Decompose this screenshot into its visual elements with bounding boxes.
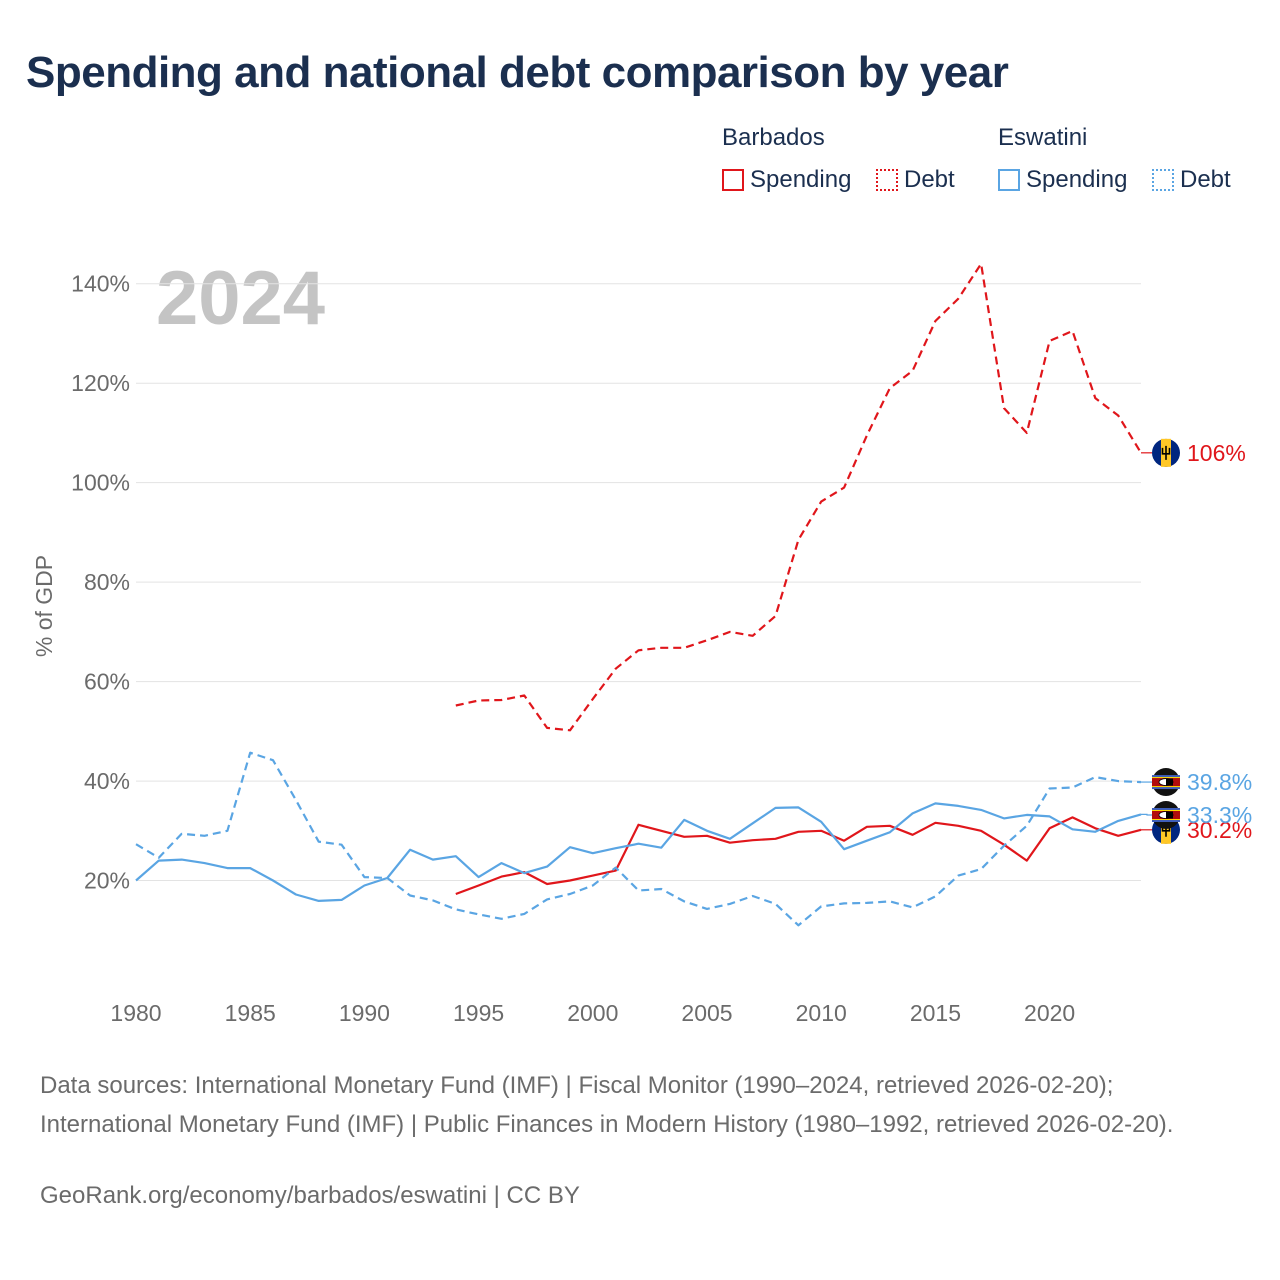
label-connector (1141, 813, 1152, 816)
end-labels: 106% 30.2% 39.8% 33.3% (1141, 438, 1252, 844)
grid (136, 283, 1141, 882)
legend-item-barbados-spending[interactable]: Spending (722, 166, 851, 194)
series-line-eswatini-debt[interactable] (135, 751, 1142, 927)
y-tick-label: 80% (84, 569, 130, 595)
legend-item-eswatini-debt[interactable]: Debt (1152, 166, 1231, 194)
chart-title: Spending and national debt comparison by… (26, 48, 1009, 97)
end-value-label: 33.3% (1187, 802, 1252, 828)
year-label: 2024 (156, 256, 325, 341)
y-tick-label: 100% (71, 470, 130, 496)
series-line-barbados-spending[interactable] (455, 816, 1142, 896)
series-line-barbados-debt[interactable] (455, 262, 1142, 732)
legend-item-label: Spending (1026, 166, 1128, 193)
x-tick-label: 2020 (1024, 1000, 1075, 1026)
flag-trident (1161, 445, 1171, 460)
y-tick-label: 120% (71, 370, 130, 396)
credit-link[interactable]: GeoRank.org/economy/barbados/eswatini | … (40, 1182, 580, 1209)
y-tick-label: 40% (84, 768, 130, 794)
x-tick-label: 1995 (453, 1000, 504, 1026)
line-chart: 2024 % of GDP 20% 40% 60% 80% 100% 120% 140% 1… (31, 256, 1252, 1026)
x-tick-label: 2005 (681, 1000, 732, 1026)
legend-swatch-dotted (1152, 169, 1174, 191)
x-tick-label: 2000 (567, 1000, 618, 1026)
y-tick-label: 60% (84, 669, 130, 695)
y-axis: 20% 40% 60% 80% 100% 120% 140% (71, 271, 130, 894)
y-tick-label: 140% (71, 271, 130, 297)
legend-item-label: Debt (1180, 166, 1231, 193)
legend-item-barbados-debt[interactable]: Debt (876, 166, 955, 194)
flag-shield (1166, 778, 1173, 786)
legend-swatch-solid (998, 169, 1020, 191)
end-value-label: 30.2% (1187, 817, 1252, 843)
legend-group-name: Barbados (722, 124, 825, 151)
x-tick-label: 2010 (796, 1000, 847, 1026)
legend-item-eswatini-spending[interactable]: Spending (998, 166, 1127, 194)
y-axis-title: % of GDP (31, 555, 57, 657)
x-tick-label: 2015 (910, 1000, 961, 1026)
x-tick-label: 1980 (110, 1000, 161, 1026)
legend-item-label: Debt (904, 166, 955, 193)
end-value-label: 39.8% (1187, 769, 1252, 795)
x-axis: 1980 1985 1990 1995 2000 2005 2010 2015 2020 (110, 1000, 1075, 1026)
x-tick-label: 1985 (225, 1000, 276, 1026)
legend-group-name: Eswatini (998, 124, 1088, 151)
flag-shield (1166, 811, 1173, 819)
x-tick-label: 1990 (339, 1000, 390, 1026)
legend-item-label: Spending (750, 166, 852, 193)
y-tick-label: 20% (84, 868, 130, 894)
series-group (135, 262, 1142, 927)
end-value-label: 106% (1187, 440, 1246, 466)
series-line-eswatini-spending[interactable] (135, 802, 1142, 902)
eswatini-flag-icon (1152, 768, 1180, 797)
legend-swatch-solid (722, 169, 744, 191)
legend-swatch-dotted (876, 169, 898, 191)
barbados-flag-icon (1152, 438, 1180, 467)
data-sources: Data sources: International Monetary Fun… (40, 1072, 1174, 1138)
eswatini-flag-icon (1152, 801, 1180, 829)
